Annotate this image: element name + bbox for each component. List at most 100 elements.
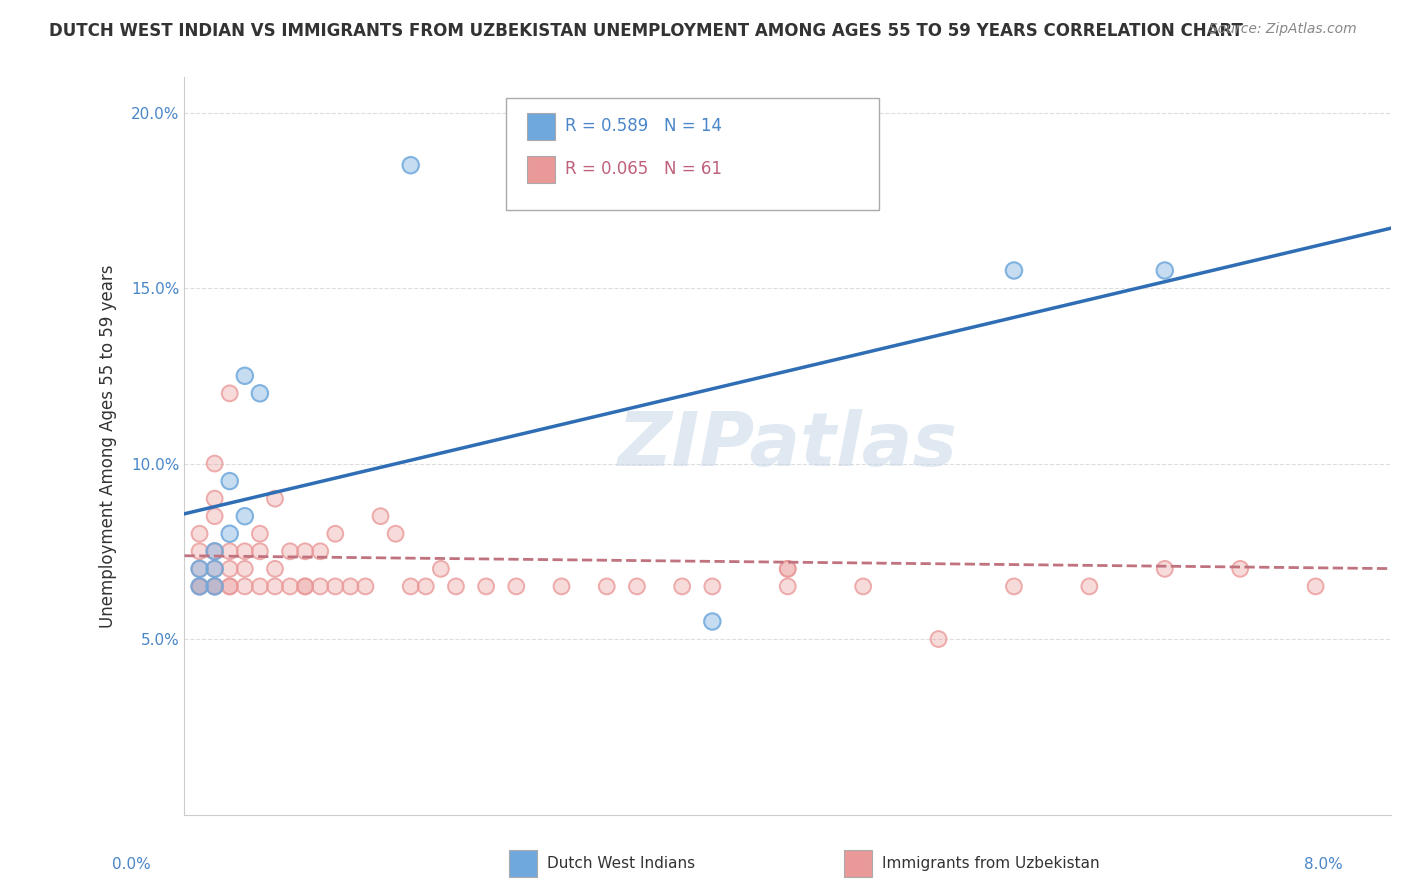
Point (233, 544, 256, 558)
Point (264, 562, 287, 576)
Point (264, 562, 287, 576)
Point (204, 562, 226, 576)
Point (309, 544, 332, 558)
Point (233, 579, 256, 593)
Text: Immigrants from Uzbekistan: Immigrants from Uzbekistan (882, 856, 1099, 871)
Point (233, 562, 256, 576)
Point (702, 579, 724, 593)
Point (1153, 263, 1175, 277)
Point (204, 544, 226, 558)
Point (1078, 579, 1101, 593)
Point (249, 579, 271, 593)
Point (626, 579, 648, 593)
Text: 0.0%: 0.0% (112, 857, 152, 872)
Point (204, 579, 226, 593)
Point (776, 579, 799, 593)
Point (188, 562, 211, 576)
Point (399, 158, 422, 172)
Point (188, 562, 211, 576)
Point (776, 562, 799, 576)
Point (776, 123, 799, 137)
Point (233, 368, 256, 383)
Text: Dutch West Indians: Dutch West Indians (547, 856, 695, 871)
Point (702, 579, 724, 593)
Point (218, 544, 240, 558)
Point (399, 579, 422, 593)
Point (188, 579, 211, 593)
Point (249, 526, 271, 541)
Point (309, 579, 332, 593)
Point (204, 579, 226, 593)
Point (204, 562, 226, 576)
Point (188, 579, 211, 593)
Point (233, 579, 256, 593)
Text: R = 0.065   N = 61: R = 0.065 N = 61 (565, 160, 723, 178)
Point (928, 632, 950, 646)
Point (249, 526, 271, 541)
Text: 8.0%: 8.0% (1303, 857, 1343, 872)
Point (233, 562, 256, 576)
Point (1229, 562, 1251, 576)
Point (218, 386, 240, 401)
Point (204, 457, 226, 471)
Point (218, 562, 240, 576)
Point (204, 491, 226, 506)
Point (264, 579, 287, 593)
Point (204, 544, 226, 558)
Point (1153, 263, 1175, 277)
Point (444, 579, 467, 593)
Point (1229, 562, 1251, 576)
Point (384, 526, 406, 541)
Point (188, 544, 211, 558)
Point (294, 579, 316, 593)
Point (204, 579, 226, 593)
Point (218, 544, 240, 558)
Point (671, 579, 693, 593)
Point (354, 579, 377, 593)
Point (626, 579, 648, 593)
Point (188, 579, 211, 593)
Point (323, 526, 346, 541)
Point (1305, 579, 1327, 593)
Point (399, 579, 422, 593)
Text: R = 0.589   N = 14: R = 0.589 N = 14 (565, 117, 723, 135)
Point (278, 544, 301, 558)
Point (415, 579, 437, 593)
Point (323, 579, 346, 593)
Point (475, 579, 498, 593)
Point (218, 579, 240, 593)
Point (264, 491, 287, 506)
Point (218, 474, 240, 488)
Point (188, 526, 211, 541)
Point (354, 579, 377, 593)
Point (204, 544, 226, 558)
Point (444, 579, 467, 593)
Point (1078, 579, 1101, 593)
Point (204, 579, 226, 593)
Y-axis label: Unemployment Among Ages 55 to 59 years: Unemployment Among Ages 55 to 59 years (100, 264, 117, 628)
Point (218, 579, 240, 593)
Text: Source: ZipAtlas.com: Source: ZipAtlas.com (1209, 22, 1357, 37)
Point (264, 579, 287, 593)
Point (188, 579, 211, 593)
Point (384, 526, 406, 541)
Point (204, 562, 226, 576)
Point (204, 544, 226, 558)
Text: DUTCH WEST INDIAN VS IMMIGRANTS FROM UZBEKISTAN UNEMPLOYMENT AMONG AGES 55 TO 59: DUTCH WEST INDIAN VS IMMIGRANTS FROM UZB… (49, 22, 1243, 40)
Point (294, 579, 316, 593)
Point (1002, 263, 1025, 277)
Point (430, 562, 453, 576)
Point (671, 579, 693, 593)
Point (218, 579, 240, 593)
Point (278, 579, 301, 593)
Point (188, 579, 211, 593)
Point (430, 562, 453, 576)
Point (218, 526, 240, 541)
Point (339, 579, 361, 593)
Point (415, 579, 437, 593)
Point (309, 544, 332, 558)
Point (188, 526, 211, 541)
Point (702, 615, 724, 629)
Point (294, 579, 316, 593)
Point (188, 562, 211, 576)
